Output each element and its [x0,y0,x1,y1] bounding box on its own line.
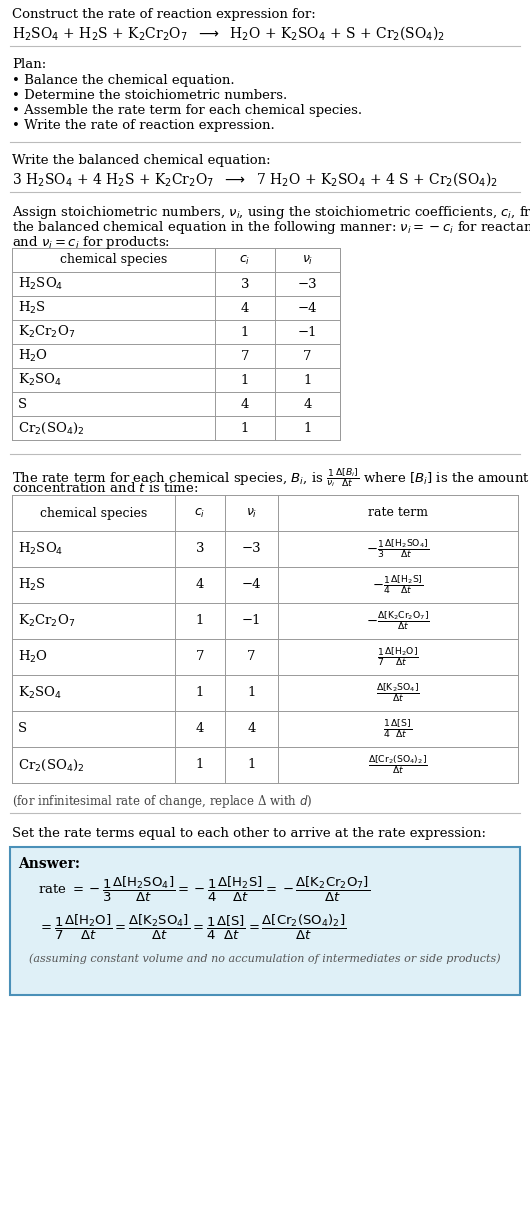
Text: K$_2$SO$_4$: K$_2$SO$_4$ [18,685,61,701]
Text: Assign stoichiometric numbers, $\nu_i$, using the stoichiometric coefficients, $: Assign stoichiometric numbers, $\nu_i$, … [12,204,530,221]
Text: 1: 1 [248,686,255,699]
Text: 7: 7 [303,349,312,362]
Text: (for infinitesimal rate of change, replace Δ with $d$): (for infinitesimal rate of change, repla… [12,792,313,811]
Text: Plan:: Plan: [12,58,46,71]
Text: • Balance the chemical equation.: • Balance the chemical equation. [12,74,235,87]
Text: Cr$_2$(SO$_4$)$_2$: Cr$_2$(SO$_4$)$_2$ [18,420,84,436]
Text: 4: 4 [241,302,249,314]
Text: $\nu_i$: $\nu_i$ [302,254,313,267]
Text: 7: 7 [248,650,256,663]
Text: $\frac{\Delta[\mathrm{Cr_2(SO_4)_2}]}{\Delta t}$: $\frac{\Delta[\mathrm{Cr_2(SO_4)_2}]}{\D… [368,754,428,777]
Text: S: S [18,397,27,411]
Text: 4: 4 [248,722,255,736]
Text: −3: −3 [242,542,261,556]
Text: H$_2$SO$_4$: H$_2$SO$_4$ [18,275,63,292]
Text: 4: 4 [196,722,204,736]
Text: 3 H$_2$SO$_4$ + 4 H$_2$S + K$_2$Cr$_2$O$_7$  $\longrightarrow$  7 H$_2$O + K$_2$: 3 H$_2$SO$_4$ + 4 H$_2$S + K$_2$Cr$_2$O$… [12,170,498,187]
Text: 1: 1 [196,615,204,627]
Text: 3: 3 [196,542,204,556]
Text: $= \dfrac{1}{7}\dfrac{\Delta[\mathrm{H_2O}]}{\Delta t} = \dfrac{\Delta[\mathrm{K: $= \dfrac{1}{7}\dfrac{\Delta[\mathrm{H_2… [38,912,346,941]
Text: chemical species: chemical species [40,506,147,519]
Text: 4: 4 [303,397,312,411]
Text: −4: −4 [242,579,261,592]
Text: 7: 7 [196,650,204,663]
Text: H$_2$S: H$_2$S [18,577,46,593]
Text: rate $= -\dfrac{1}{3}\dfrac{\Delta[\mathrm{H_2SO_4}]}{\Delta t} = -\dfrac{1}{4}\: rate $= -\dfrac{1}{3}\dfrac{\Delta[\math… [38,875,370,904]
Text: 1: 1 [241,325,249,338]
Text: $\nu_i$: $\nu_i$ [246,506,257,519]
Text: 1: 1 [303,422,312,435]
Text: chemical species: chemical species [60,254,167,267]
Text: 3: 3 [241,278,249,290]
Text: S: S [18,722,27,736]
Text: $\frac{\Delta[\mathrm{K_2SO_4}]}{\Delta t}$: $\frac{\Delta[\mathrm{K_2SO_4}]}{\Delta … [376,681,420,704]
Text: H$_2$SO$_4$ + H$_2$S + K$_2$Cr$_2$O$_7$  $\longrightarrow$  H$_2$O + K$_2$SO$_4$: H$_2$SO$_4$ + H$_2$S + K$_2$Cr$_2$O$_7$ … [12,24,445,42]
Text: $-\frac{1}{3}\frac{\Delta[\mathrm{H_2SO_4}]}{\Delta t}$: $-\frac{1}{3}\frac{\Delta[\mathrm{H_2SO_… [366,538,430,561]
Text: H$_2$SO$_4$: H$_2$SO$_4$ [18,541,63,557]
Text: • Determine the stoichiometric numbers.: • Determine the stoichiometric numbers. [12,89,287,101]
Text: $-\frac{\Delta[\mathrm{K_2Cr_2O_7}]}{\Delta t}$: $-\frac{\Delta[\mathrm{K_2Cr_2O_7}]}{\De… [366,610,430,633]
Text: −4: −4 [298,302,317,314]
Text: Write the balanced chemical equation:: Write the balanced chemical equation: [12,153,271,167]
Text: −3: −3 [298,278,317,290]
Text: $-\frac{1}{4}\frac{\Delta[\mathrm{H_2S}]}{\Delta t}$: $-\frac{1}{4}\frac{\Delta[\mathrm{H_2S}]… [372,574,424,597]
Text: K$_2$SO$_4$: K$_2$SO$_4$ [18,372,61,388]
Text: $c_i$: $c_i$ [240,254,251,267]
Text: Cr$_2$(SO$_4$)$_2$: Cr$_2$(SO$_4$)$_2$ [18,757,84,773]
Text: Construct the rate of reaction expression for:: Construct the rate of reaction expressio… [12,8,316,21]
Text: and $\nu_i = c_i$ for products:: and $\nu_i = c_i$ for products: [12,234,170,251]
Text: the balanced chemical equation in the following manner: $\nu_i = -c_i$ for react: the balanced chemical equation in the fo… [12,219,530,236]
Text: 1: 1 [196,686,204,699]
Text: K$_2$Cr$_2$O$_7$: K$_2$Cr$_2$O$_7$ [18,324,75,339]
Text: $\frac{1}{7}\frac{\Delta[\mathrm{H_2O}]}{\Delta t}$: $\frac{1}{7}\frac{\Delta[\mathrm{H_2O}]}… [377,645,419,668]
Text: H$_2$O: H$_2$O [18,348,48,364]
Text: 4: 4 [241,397,249,411]
Text: 1: 1 [241,422,249,435]
Text: • Write the rate of reaction expression.: • Write the rate of reaction expression. [12,120,275,132]
Text: Answer:: Answer: [18,856,80,871]
Text: Set the rate terms equal to each other to arrive at the rate expression:: Set the rate terms equal to each other t… [12,827,486,840]
Text: 7: 7 [241,349,249,362]
Text: • Assemble the rate term for each chemical species.: • Assemble the rate term for each chemic… [12,104,362,117]
Text: H$_2$O: H$_2$O [18,649,48,666]
Text: The rate term for each chemical species, $B_i$, is $\frac{1}{\nu_i}\frac{\Delta[: The rate term for each chemical species,… [12,466,530,489]
Text: $c_i$: $c_i$ [195,506,206,519]
Text: concentration and $t$ is time:: concentration and $t$ is time: [12,481,198,495]
Text: 1: 1 [303,373,312,387]
Text: 1: 1 [248,759,255,772]
Text: −1: −1 [298,325,317,338]
Text: H$_2$S: H$_2$S [18,300,46,316]
Text: 1: 1 [241,373,249,387]
Text: rate term: rate term [368,506,428,519]
Text: (assuming constant volume and no accumulation of intermediates or side products): (assuming constant volume and no accumul… [29,954,501,964]
Text: $\frac{1}{4}\frac{\Delta[\mathrm{S}]}{\Delta t}$: $\frac{1}{4}\frac{\Delta[\mathrm{S}]}{\D… [384,718,412,741]
Text: 4: 4 [196,579,204,592]
Text: 1: 1 [196,759,204,772]
Text: −1: −1 [242,615,261,627]
Text: K$_2$Cr$_2$O$_7$: K$_2$Cr$_2$O$_7$ [18,612,75,629]
FancyBboxPatch shape [10,847,520,995]
